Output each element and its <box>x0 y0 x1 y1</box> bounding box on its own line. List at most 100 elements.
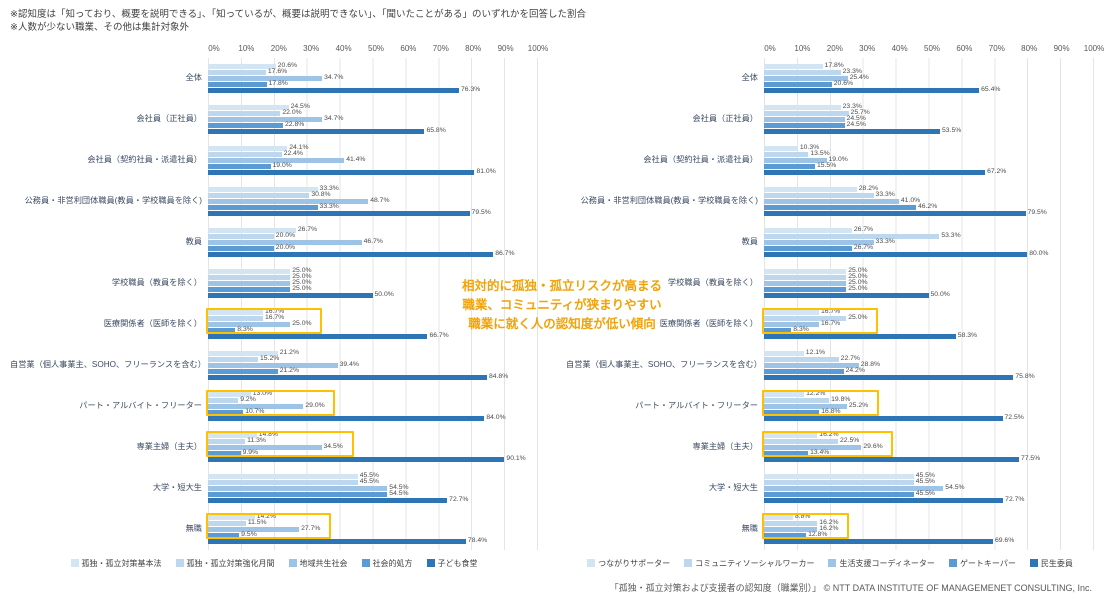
bar-line: 24.1% <box>208 144 537 151</box>
bar-series-3 <box>764 239 874 245</box>
bar-series-4 <box>764 163 815 169</box>
value-label: 78.4% <box>467 536 488 544</box>
legend-label: コミュニティソーシャルワーカー <box>695 558 815 568</box>
axis-tick: 100% <box>527 43 549 53</box>
value-label: 72.7% <box>1005 495 1025 503</box>
bar-line: 34.5% <box>208 443 537 450</box>
bar-line: 9.5% <box>208 530 537 538</box>
bar-series-3 <box>764 362 859 368</box>
value-label: 65.4% <box>981 85 1001 93</box>
value-label: 15.5% <box>816 161 837 169</box>
bar-group: 33.3% 30.8% 48.7% 33.3% 79.5% <box>208 180 538 222</box>
bar-line: 25.0% <box>208 273 537 280</box>
category-row: 全体 17.8% 23.3% 25.4% 20.6% 65.4% <box>566 57 1094 99</box>
bar-series-4 <box>764 368 844 374</box>
value-label: 9.5% <box>241 530 257 538</box>
bar-series-1 <box>208 391 251 397</box>
bar-line: 11.3% <box>208 437 537 444</box>
category-row: 医療関係者（医師を除く） 16.7% 16.7% 25.0% 8.3% 66.7% <box>10 303 538 345</box>
bar-line: 11.5% <box>208 519 537 526</box>
bar-series-1 <box>764 391 805 397</box>
value-label: 16.7% <box>820 307 841 315</box>
bar-series-3 <box>208 362 338 368</box>
axis-tick: 0% <box>208 43 220 53</box>
bar-line: 79.5% <box>764 209 1093 216</box>
bar-line: 72.7% <box>764 495 1093 503</box>
value-label: 8.3% <box>237 325 253 333</box>
legend: つながりサポーター コミュニティソーシャルワーカー 生活支援コーディネーター ゲートキ… <box>566 558 1094 569</box>
bar-group: 20.6% 17.6% 34.7% 17.8% 76.3% <box>208 57 538 99</box>
bar-series-3 <box>764 198 899 204</box>
value-label: 16.2% <box>819 524 839 532</box>
bar-series-3 <box>208 444 322 450</box>
bar-line: 21.2% <box>208 366 537 374</box>
legend-item: コミュニティソーシャルワーカー <box>684 558 814 569</box>
bar-group: 17.8% 23.3% 25.4% 20.6% 65.4% <box>764 57 1094 99</box>
bar-line: 45.5% <box>764 478 1093 485</box>
bar-series-4 <box>208 81 267 87</box>
bar-series-5 <box>208 456 505 462</box>
bar-line: 69.6% <box>764 537 1093 544</box>
bar-line: 25.0% <box>764 285 1093 292</box>
category-label: パート・アルバイト・フリーター <box>635 401 758 411</box>
bar-line: 72.5% <box>764 414 1093 421</box>
legend-swatch <box>828 559 837 568</box>
value-label: 45.5% <box>915 471 935 479</box>
value-label: 46.7% <box>363 237 383 245</box>
bar-series-5 <box>764 128 940 134</box>
value-label: 25.0% <box>848 278 868 286</box>
bar-line: 13.5% <box>764 150 1093 157</box>
value-label: 30.8% <box>311 190 331 198</box>
axis-tick: 30% <box>303 43 320 53</box>
bar-line: 29.0% <box>208 401 537 409</box>
bar-line: 66.7% <box>208 332 537 339</box>
bar-line: 79.5% <box>208 209 537 216</box>
bar-series-1 <box>208 63 276 69</box>
category-row: 教員 26.7% 53.3% 33.3% 26.7% 80.0% <box>566 221 1094 263</box>
value-label: 58.3% <box>957 331 978 339</box>
category-label: 医療関係者（医師を除く） <box>659 319 758 329</box>
bar-line: 72.7% <box>208 496 537 503</box>
bar-series-2 <box>764 397 830 403</box>
bar-group: 28.2% 33.3% 41.0% 46.2% 79.5% <box>764 180 1094 222</box>
bar-line: 22.0% <box>208 109 537 116</box>
bar-series-4 <box>208 163 271 169</box>
value-label: 14.8% <box>258 430 278 438</box>
bar-series-2 <box>764 69 841 75</box>
category-label: 会社員（契約社員・派遣社員） <box>643 155 758 165</box>
bar-line: 46.2% <box>764 203 1093 210</box>
value-label: 27.7% <box>301 524 321 532</box>
bar-group: 8.8% 16.2% 16.2% 12.8% 69.6% <box>762 508 1094 550</box>
bar-line: 12.1% <box>764 349 1093 356</box>
bar-series-3 <box>208 157 345 163</box>
bar-line: 16.7% <box>208 314 537 321</box>
axis-tick: 80% <box>1021 43 1038 53</box>
category-label: パート・アルバイト・フリーター <box>79 401 202 411</box>
bar-line: 75.8% <box>764 373 1093 380</box>
category-label: 学校職員（教員を除く） <box>667 278 758 288</box>
bar-line: 20.6% <box>208 62 537 69</box>
bar-line: 8.3% <box>208 325 537 333</box>
bar-series-2 <box>208 397 239 403</box>
bar-line: 15.5% <box>764 161 1093 169</box>
bar-group: 24.1% 22.4% 41.4% 19.0% 81.0% <box>208 139 538 181</box>
axis-tick: 70% <box>432 43 449 53</box>
legend-swatch <box>361 559 370 568</box>
bar-series-2 <box>208 479 358 485</box>
legend-item: 孤独・孤立対策強化月間 <box>175 558 275 569</box>
category-row: 学校職員（教員を除く） 25.0% 25.0% 25.0% 25.0% 50.0% <box>566 262 1094 304</box>
bar-series-4 <box>764 327 792 333</box>
value-label: 13.0% <box>252 389 273 397</box>
value-label: 21.2% <box>279 366 300 374</box>
bar-series-1 <box>764 514 793 520</box>
bar-series-4 <box>208 245 274 251</box>
bar-series-4 <box>208 327 236 333</box>
bar-series-2 <box>764 356 839 362</box>
bar-series-5 <box>208 497 448 503</box>
value-label: 23.3% <box>842 67 862 75</box>
bar-line: 90.1% <box>208 455 537 462</box>
bar-line: 33.3% <box>764 191 1093 198</box>
value-label: 29.0% <box>305 401 325 409</box>
value-label: 50.0% <box>374 290 394 298</box>
bar-line: 23.3% <box>764 103 1093 110</box>
